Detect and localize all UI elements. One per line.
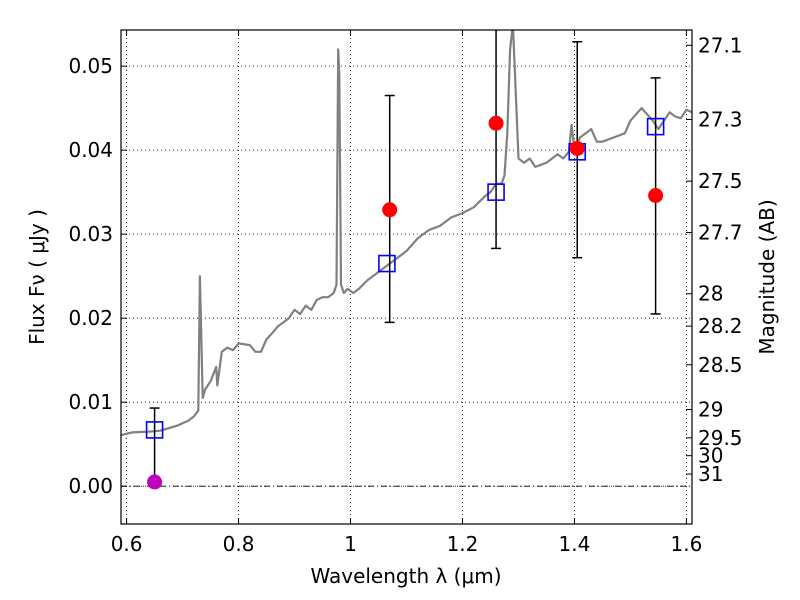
x-tick-label: 1.2 — [447, 532, 479, 556]
observed-point — [147, 474, 163, 490]
x-tick-label: 0.6 — [111, 532, 143, 556]
mag-tick-label: 30 — [698, 444, 723, 468]
axes: 0.6 0.8 1 1.2 1.4 1.6 0.00 0.01 0.02 0.03 0.04 0.05… — [68, 30, 743, 556]
y-tick-label: 0.02 — [68, 306, 113, 330]
mag-tick-label: 27.3 — [698, 107, 743, 131]
plot-frame — [120, 29, 693, 525]
x-tick-label: 1 — [344, 532, 357, 556]
mag-tick-label: 31 — [698, 462, 723, 486]
y-tick-label: 0.00 — [68, 474, 113, 498]
mag-tick-label: 29 — [698, 398, 723, 422]
mag-tick-label: 28.2 — [698, 314, 743, 338]
model-photometry-square — [378, 254, 396, 273]
model-photometry-square — [487, 183, 505, 201]
y-axis-label: Flux Fν ( μJy ) — [25, 209, 49, 345]
mag-tick-label: 27.7 — [698, 220, 743, 244]
y-tick-label: 0.03 — [68, 222, 113, 246]
mag-tick-label: 28.5 — [698, 353, 743, 377]
observed-point — [648, 188, 664, 204]
model-spectrum-line — [121, 30, 692, 437]
x-tick-label: 0.8 — [223, 532, 255, 556]
y-right-axis-label: Magnitude (AB) — [755, 199, 779, 354]
plot-area — [121, 30, 692, 490]
observed-point — [382, 202, 398, 218]
mag-tick-label: 29.5 — [698, 426, 743, 450]
x-tick-label: 1.4 — [559, 532, 591, 556]
observed-point — [569, 140, 585, 156]
x-tick-label: 1.6 — [670, 532, 702, 556]
mag-tick-label: 27.1 — [698, 33, 743, 57]
y-tick-label: 0.01 — [68, 390, 113, 414]
model-photometry-square — [646, 117, 665, 136]
mag-tick-label: 28 — [698, 282, 723, 306]
x-axis-label: Wavelength λ (μm) — [310, 564, 501, 588]
mag-tick-label: 27.5 — [698, 169, 743, 193]
observed-point — [488, 115, 504, 131]
y-tick-label: 0.05 — [68, 54, 113, 78]
model-photometry-square — [145, 421, 164, 439]
y-tick-label: 0.04 — [68, 138, 113, 162]
